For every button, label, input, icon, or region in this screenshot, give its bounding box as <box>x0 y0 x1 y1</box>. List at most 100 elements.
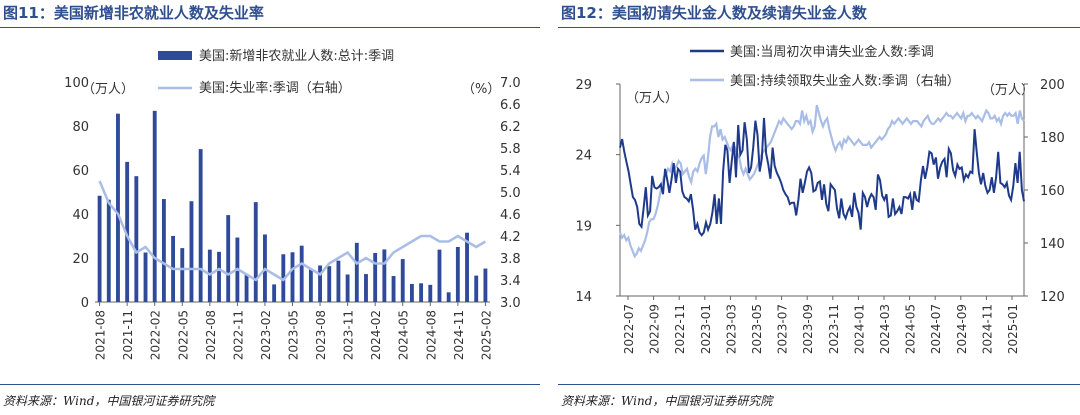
bar <box>106 199 111 302</box>
x-tick-label: 2025-01 <box>1006 304 1020 354</box>
x-tick-label: 2022-07 <box>622 304 636 354</box>
bar <box>354 242 359 302</box>
x-tick-label: 2022-11 <box>231 310 245 360</box>
x-tick-label: 2025-02 <box>479 310 493 360</box>
x-tick-label: 2024-05 <box>904 304 918 354</box>
x-tick-label: 2022-09 <box>648 304 662 354</box>
bar <box>483 268 488 302</box>
footer-rule <box>558 384 1080 385</box>
x-tick-label: 2023-09 <box>801 304 815 354</box>
x-tick-label: 2023-08 <box>314 310 328 360</box>
x-tick-label: 2024-08 <box>424 310 438 360</box>
y-tick-label: 80 <box>72 120 89 135</box>
x-tick-label: 2023-07 <box>776 304 790 354</box>
figure-11-title: 图11：美国新增非农就业人数及失业率 <box>3 4 264 22</box>
bar <box>290 252 295 302</box>
y-tick-label: 14 <box>575 290 592 305</box>
right-axis-unit: （万人） <box>982 83 1034 98</box>
bar <box>198 149 203 302</box>
bar <box>364 274 368 302</box>
bar <box>428 284 433 302</box>
bar <box>446 292 451 302</box>
y-tick-label: 40 <box>72 208 89 223</box>
x-tick-label: 2024-05 <box>397 310 411 360</box>
y2-tick-label: 5.8 <box>500 142 521 157</box>
legend-label: 美国:持续领取失业金人数:季调（右轴） <box>730 73 960 89</box>
x-tick-label: 2024-07 <box>929 304 943 354</box>
initial-claims-line <box>619 117 1025 237</box>
bar <box>308 269 313 302</box>
x-tick-label: 2023-05 <box>750 304 764 354</box>
legend-label: 美国:当周初次申请失业金人数:季调 <box>730 44 934 60</box>
x-tick-label: 2024-01 <box>852 304 866 354</box>
figure-11-source: 资料来源：Wind，中国银河证券研究院 <box>3 394 215 408</box>
bar <box>409 283 414 302</box>
y2-tick-label: 3.8 <box>500 252 521 267</box>
title-underline <box>0 27 540 28</box>
continuing-claims-line <box>618 104 1025 259</box>
y2-tick-label: 6.2 <box>500 120 521 135</box>
bar <box>189 201 194 302</box>
bar <box>152 110 157 302</box>
bar <box>327 266 332 302</box>
unemployment-line <box>98 180 487 282</box>
y2-tick-label: 200 <box>1040 78 1065 93</box>
x-tick-label: 2024-11 <box>452 310 466 360</box>
legend-bar-swatch <box>158 51 192 60</box>
y2-tick-label: 4.2 <box>500 230 521 245</box>
figure-12-panel: 图12：美国初请失业金人数及续请失业金人数 美国:当周初次申请失业金人数:季调美… <box>558 0 1080 415</box>
left-axis-unit: （万人） <box>82 82 134 97</box>
x-tick-label: 2021-08 <box>94 310 108 360</box>
bar <box>253 202 258 302</box>
bar <box>161 199 166 302</box>
left-axis-unit: （万人） <box>626 91 678 106</box>
bar <box>373 252 378 302</box>
bar <box>455 247 460 302</box>
bar <box>116 113 120 303</box>
figure-12-title: 图12：美国初请失业金人数及续请失业金人数 <box>561 4 867 22</box>
bar <box>400 259 405 302</box>
bar <box>134 176 139 302</box>
y2-tick-label: 3.4 <box>500 274 521 289</box>
bar <box>474 275 479 302</box>
bar <box>336 260 341 302</box>
x-tick-label: 2022-11 <box>673 304 687 354</box>
x-tick-label: 2023-01 <box>699 304 713 354</box>
x-tick-label: 2022-05 <box>176 310 190 360</box>
x-tick-label: 2024-02 <box>369 310 383 360</box>
y2-tick-label: 4.6 <box>500 208 521 223</box>
y2-tick-label: 140 <box>1040 237 1065 252</box>
y2-tick-label: 3.0 <box>500 296 521 311</box>
x-tick-label: 2023-11 <box>827 304 841 354</box>
bar <box>272 284 277 302</box>
y2-tick-label: 120 <box>1040 290 1065 305</box>
y-tick-label: 24 <box>575 149 592 164</box>
x-tick-label: 2024-03 <box>878 304 892 354</box>
bar <box>465 232 469 302</box>
x-tick-label: 2023-11 <box>342 310 356 360</box>
bar <box>391 276 396 302</box>
y-tick-label: 19 <box>575 219 592 234</box>
x-tick-label: 2024-11 <box>980 304 994 354</box>
bar <box>217 251 221 302</box>
legend-label: 美国:失业率:季调（右轴） <box>199 80 351 96</box>
x-tick-label: 2022-02 <box>149 310 163 360</box>
y-tick-label: 0 <box>81 296 89 311</box>
bar <box>180 248 185 302</box>
y2-tick-label: 6.6 <box>500 98 521 113</box>
bar <box>437 249 442 302</box>
figure-12-source: 资料来源：Wind，中国银河证券研究院 <box>561 394 773 408</box>
x-tick-label: 2023-02 <box>259 310 273 360</box>
y-tick-label: 60 <box>72 164 89 179</box>
x-tick-label: 2021-11 <box>121 310 135 360</box>
bar <box>345 274 350 302</box>
bar <box>125 161 130 302</box>
y2-tick-label: 180 <box>1040 131 1065 146</box>
y-tick-label: 29 <box>575 78 592 93</box>
x-tick-label: 2023-05 <box>287 310 301 360</box>
right-axis-unit: （%） <box>462 82 500 97</box>
bar <box>97 195 102 302</box>
bar <box>382 249 387 302</box>
